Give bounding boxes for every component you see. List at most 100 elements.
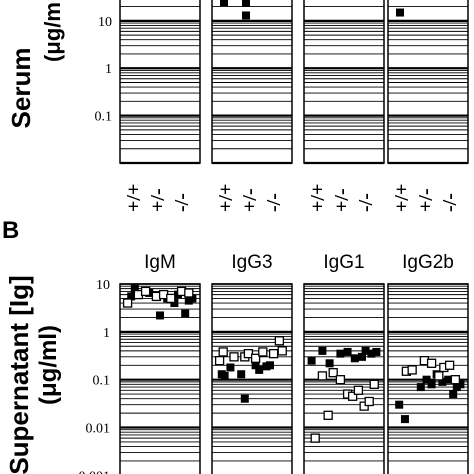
panel-b-open-point [450, 375, 461, 385]
panel-b-filled-point [130, 284, 139, 293]
panel-b-filled-point [240, 394, 249, 403]
panel-a-ylabel-units: (μg/m [40, 2, 65, 62]
panel-b-filled-point [350, 354, 359, 363]
panel-b-open-point [122, 298, 133, 308]
panel-b-open-point [277, 346, 287, 356]
panel-b-open-point [166, 293, 176, 304]
panel-a-subplot [211, 0, 293, 165]
panel-b-open-point [184, 288, 194, 298]
panel-b-subplot: IgG2b [387, 252, 469, 474]
panel-b-open-point [229, 352, 239, 362]
panel-b-open-point [444, 360, 455, 370]
panel-b-plots: 10 1 0.1 0.01 0.001 IgM IgG3 IgG1 IgG2b [79, 252, 469, 474]
panel-b-filled-point [456, 380, 465, 389]
panel-a-data-point [396, 8, 404, 17]
panel-b-filled-point [372, 347, 381, 356]
panel-a-subplot [387, 0, 469, 165]
panel-b-open-point [214, 355, 225, 366]
panel-b-open-point [268, 349, 279, 359]
panel-b-ytick-label: 0.01 [86, 422, 111, 437]
panel-b-filled-point [427, 380, 436, 389]
panel-b-filled-point [444, 375, 453, 384]
panel-a-ytick-label: 1 [105, 62, 112, 77]
panel-b-open-point [335, 375, 346, 385]
panel-b-filled-point [395, 400, 404, 409]
genotype-label: -/- [171, 193, 193, 212]
panel-b-filled-point [361, 346, 370, 355]
panel-a-subplot [303, 0, 385, 165]
panel-a-subplot-frame [387, 0, 469, 164]
panel-b-open-point [434, 371, 444, 381]
genotype-label: +/+ [391, 184, 413, 212]
panel-b-subplot: IgM [119, 252, 201, 474]
panel-b-filled-point [156, 311, 164, 320]
panel-b-open-point [364, 396, 374, 407]
panel-b-open-point [140, 286, 151, 297]
genotype-label: +/+ [307, 184, 329, 212]
panel-b-subplot-title: IgG3 [231, 252, 272, 273]
panel-b-filled-point [188, 294, 197, 303]
panel-a-subplot-frame [303, 0, 385, 164]
panel-b-open-point [323, 410, 333, 420]
genotype-label: +/- [147, 188, 169, 212]
panel-b-filled-point [307, 356, 316, 365]
panel-a-subplot-frame [119, 0, 201, 164]
panel-b-subplot-title: IgG1 [323, 252, 364, 273]
genotype-label: +/- [239, 188, 261, 212]
panel-b-filled-point [449, 390, 458, 399]
panel-b-ylabel-units: (μg/ml) [35, 325, 62, 405]
panel-b-open-point [353, 385, 364, 395]
panel-b-label: B [2, 217, 19, 244]
panel-b-ytick-label: 10 [96, 278, 110, 293]
panel-b-open-point [258, 347, 268, 357]
panel-b-open-point [369, 379, 379, 389]
panel-b-filled-point [422, 375, 431, 384]
genotype-label: +/- [415, 188, 437, 212]
panel-b-subplot: IgG3 [211, 252, 293, 474]
panel-a-ytick-label: 0.1 [95, 110, 113, 125]
panel-a-ytick-label: 10 [98, 15, 112, 30]
panel-b-filled-point [325, 359, 334, 368]
panel-b-filled-point [237, 370, 246, 379]
panel-a-data-point [220, 0, 228, 7]
genotype-label: +/- [331, 188, 353, 212]
panel-b-ylabel: Supernatant [Ig] [4, 275, 34, 474]
panel-b-filled-point [343, 347, 352, 356]
genotype-label: +/+ [123, 184, 145, 212]
panel-b-open-point [250, 353, 261, 363]
panel-b-filled-point [226, 363, 235, 372]
panel-b-filled-point [266, 361, 274, 370]
panel-b-filled-point [220, 371, 229, 380]
panel-b-open-point [328, 368, 338, 378]
panel-b-open-point [347, 391, 358, 401]
panel-b-ytick-label: 0.001 [79, 469, 111, 474]
panel-b-open-point [274, 336, 285, 346]
panel-b-filled-point [318, 346, 327, 355]
panel-b-filled-point [181, 309, 190, 318]
panel-b-filled-point [367, 349, 376, 358]
panel-b-subplot-title: IgM [144, 252, 176, 273]
panel-b-open-point [426, 358, 437, 368]
panel-b-ytick-label: 1 [103, 326, 110, 341]
panel-b-filled-point [438, 377, 447, 386]
panel-b-filled-point [255, 365, 264, 374]
panel-a-subplot [119, 0, 201, 165]
panel-b-open-point [317, 371, 328, 381]
genotype-label: -/- [355, 193, 377, 212]
panel-b-subplot: IgG1 [303, 252, 385, 474]
panel-b-filled-point [336, 349, 345, 358]
panel-a-data-point [242, 11, 250, 20]
genotype-label: -/- [439, 193, 461, 212]
genotype-label: +/+ [215, 184, 237, 212]
panel-a-ylabel: Serum [6, 48, 36, 129]
panel-b-filled-point [251, 361, 260, 370]
panel-b-filled-point [127, 292, 136, 301]
panel-b-filled-point [416, 383, 425, 392]
genotype-label: -/- [263, 193, 285, 212]
panel-b-filled-point [358, 352, 366, 361]
panel-a-data-point [242, 0, 250, 7]
panel-b-open-point [310, 433, 320, 443]
panel-b-subplot-title: IgG2b [402, 252, 454, 273]
